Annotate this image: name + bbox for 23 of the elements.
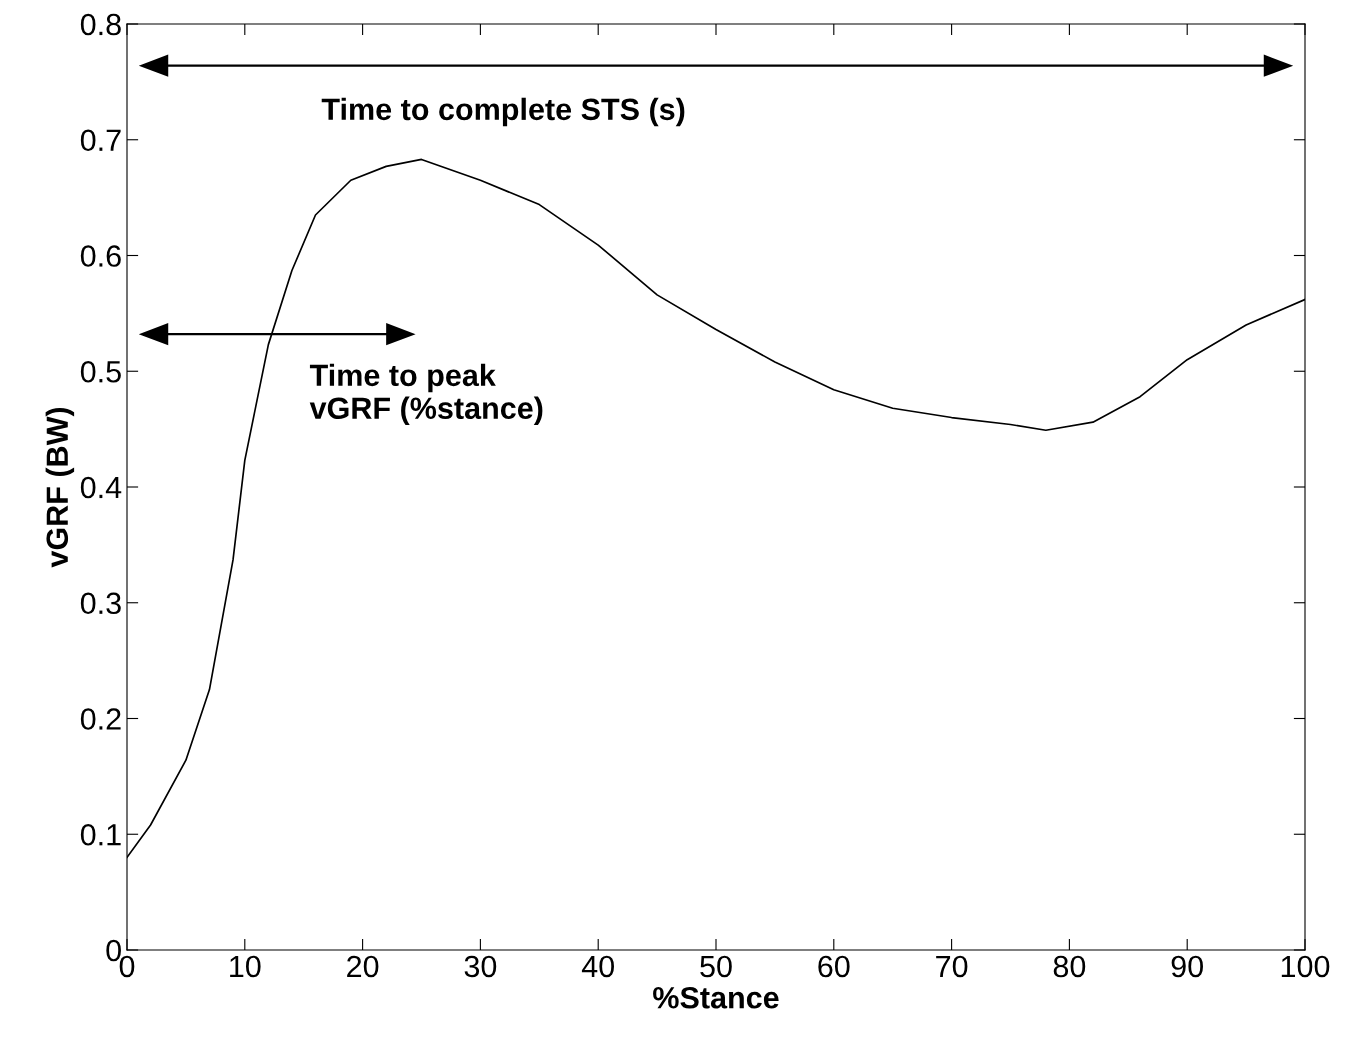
x-tick-label: 80 bbox=[1053, 955, 1086, 978]
y-axis-title: vGRF (BW) bbox=[45, 407, 75, 568]
x-tick-label: 50 bbox=[700, 955, 732, 978]
x-axis-title: %Stance bbox=[653, 986, 779, 1009]
annotation: Time to peak vGRF (%stance) bbox=[309, 363, 543, 426]
y-tick-label: 0.5 bbox=[80, 360, 121, 383]
x-tick-label: 90 bbox=[1171, 955, 1203, 978]
y-tick-label: 0.6 bbox=[80, 245, 121, 267]
y-tick-label: 0.1 bbox=[80, 823, 121, 846]
y-tick-label: 0.4 bbox=[80, 476, 122, 499]
annotation: Time to complete STS (s) bbox=[321, 97, 685, 127]
y-tick-label: 0 bbox=[106, 939, 121, 962]
x-tick-label: 20 bbox=[347, 955, 379, 978]
x-tick-label: 60 bbox=[818, 955, 850, 978]
y-tick-label: 0.2 bbox=[80, 708, 121, 730]
x-tick-label: 100 bbox=[1281, 955, 1330, 978]
y-tick-label: 0.3 bbox=[80, 592, 121, 615]
y-tick-label: 0.7 bbox=[80, 129, 121, 152]
x-tick-label: 10 bbox=[230, 955, 261, 978]
y-tick-label: 0.8 bbox=[80, 13, 121, 36]
x-tick-label: 70 bbox=[936, 955, 968, 978]
x-tick-label: 30 bbox=[464, 955, 497, 978]
x-tick-label: 40 bbox=[581, 955, 614, 978]
